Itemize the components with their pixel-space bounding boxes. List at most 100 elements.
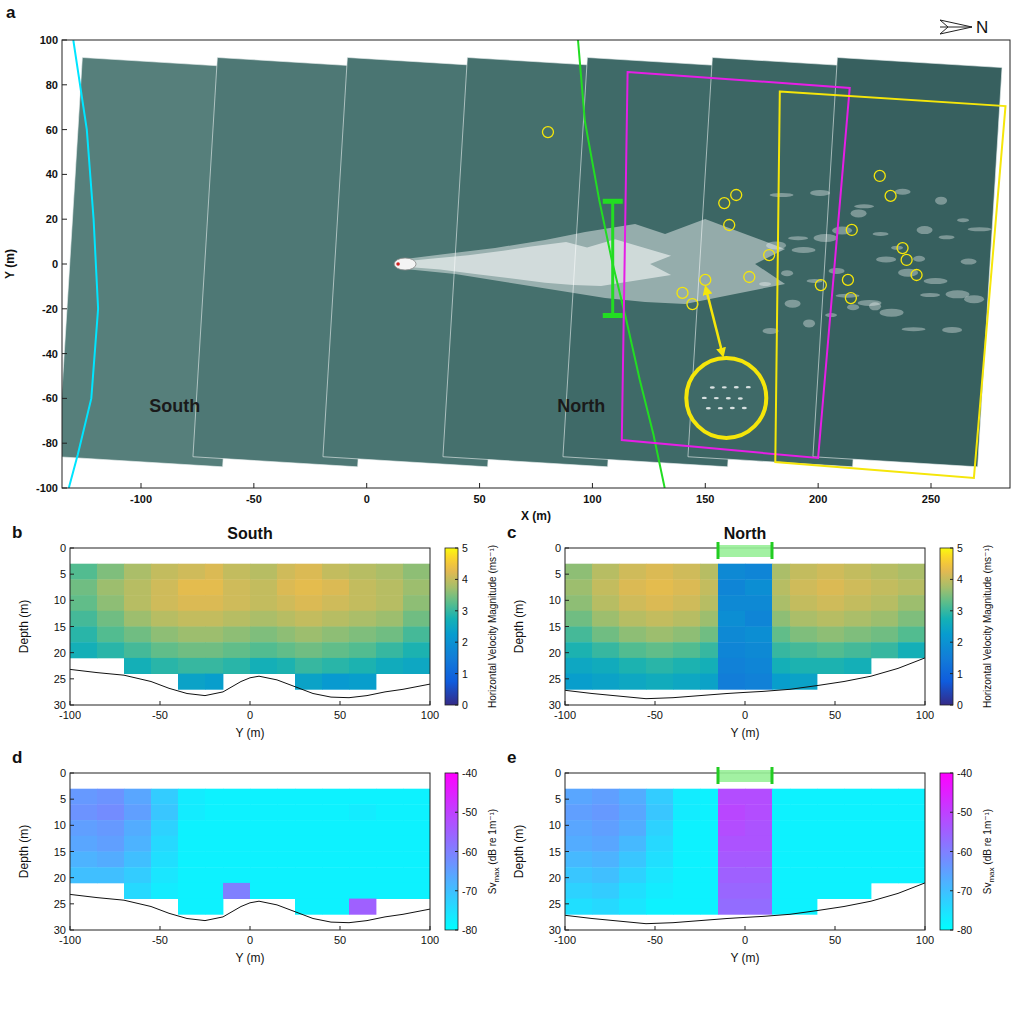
cell [178,595,205,611]
cell [844,867,871,883]
cell [403,820,430,836]
cell [673,658,700,674]
cell [97,564,124,580]
cell [871,852,898,868]
cell [898,642,925,658]
cell [745,867,772,883]
tick-label: 60 [46,124,58,136]
cell [97,852,124,868]
tick-label: 25 [549,673,561,685]
cell [565,836,592,852]
foam [788,236,808,240]
cell [124,820,151,836]
cell [817,658,844,674]
tick [565,851,569,852]
cell [817,564,844,580]
tick-label: 20 [54,872,66,884]
tick-label: 50 [829,934,841,946]
colorbar-tick [950,773,953,774]
cell [700,820,718,836]
foam [810,190,830,196]
cell [646,789,673,805]
colorbar-tick-label: 0 [462,699,468,711]
cell [700,899,718,915]
cell [322,658,349,674]
cell [403,852,430,868]
colorbar [445,548,458,705]
tick [70,626,74,627]
cell [745,564,772,580]
cell [151,658,178,674]
tick [62,84,67,85]
cell [673,836,700,852]
cell [772,642,790,658]
cell [718,595,745,611]
tick-label: 50 [334,934,346,946]
cell [223,852,250,868]
cell [205,658,223,674]
cell [592,899,619,915]
cell [871,564,898,580]
tick [565,926,566,930]
cell [898,627,925,643]
cell [349,627,376,643]
colorbar-tick [950,579,953,580]
cell [70,595,97,611]
cell [70,820,97,836]
cell [97,642,124,658]
tick-label: 40 [46,168,58,180]
cell [673,867,700,883]
cell [376,611,403,627]
cell [745,899,772,915]
colorbar-tick-label: 1 [957,668,963,680]
cell [772,867,790,883]
zoom-foam [714,397,719,399]
cell [403,595,430,611]
cell [97,611,124,627]
cell [592,804,619,820]
cell [97,579,124,595]
marker-circle [846,224,857,235]
cell [151,789,178,805]
cell [178,627,205,643]
cell [673,674,700,690]
tick [835,701,836,705]
cell [898,820,925,836]
cell [205,899,223,915]
cell [151,852,178,868]
cell [619,836,646,852]
cell [646,642,673,658]
cell [403,789,430,805]
tick-label: 15 [549,846,561,858]
highlight-cap [771,767,774,784]
marker-circle [677,287,688,298]
colorbar-title: Svmax (dB re 1m⁻¹) [487,809,501,894]
cell [871,611,898,627]
cell [592,595,619,611]
tick [70,600,74,601]
cell [223,564,250,580]
foam [832,227,852,235]
marker-circle [764,250,775,261]
marker-circle [542,127,553,138]
colorbar-tick [455,548,458,549]
cell [376,642,403,658]
cell [898,611,925,627]
cell [646,658,673,674]
cell [277,820,295,836]
cell [817,804,844,820]
cells [70,564,430,698]
seabed-line [70,894,430,922]
zoom-foam [718,407,723,409]
cell [223,789,250,805]
zoom-foam [706,407,711,409]
colorbar-tick [950,851,953,852]
colorbar-tick [455,705,458,706]
tick [70,701,71,705]
colorbar-title-sub: max [987,867,996,882]
cell [70,867,97,883]
cell [205,820,223,836]
cell [871,642,898,658]
cell [745,820,772,836]
tick [70,652,74,653]
